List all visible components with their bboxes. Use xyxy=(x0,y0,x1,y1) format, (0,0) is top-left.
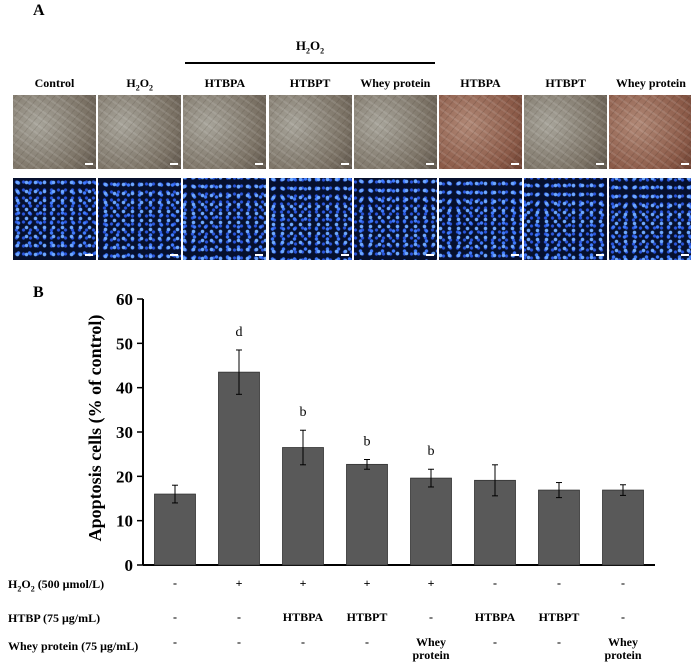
y-tick-label-1: 10 xyxy=(116,512,133,531)
treatment-row-label-1: HTBP (75 μg/mL) xyxy=(8,611,101,625)
treatment-cell-1-3: HTBPT xyxy=(346,610,388,624)
treatment-cell-2-1: - xyxy=(237,635,241,649)
dapi-image-2 xyxy=(183,178,267,260)
image-label-4: Whey protein xyxy=(360,76,431,90)
bar-4 xyxy=(410,477,452,566)
dapi-image-4 xyxy=(353,178,437,260)
dapi-image-0 xyxy=(13,178,96,260)
dapi-image-5 xyxy=(439,178,522,260)
y-tick-label-5: 50 xyxy=(116,334,133,353)
treatment-cell-1-5: HTBPA xyxy=(474,610,516,624)
brightfield-image-6 xyxy=(524,95,608,169)
brightfield-image-2 xyxy=(183,95,267,169)
treatment-cell-0-1: + xyxy=(235,576,243,590)
panel-a-letter: A xyxy=(33,2,45,19)
bar-3 xyxy=(346,463,388,566)
bar-0 xyxy=(154,493,196,566)
treatment-cell-2-3: - xyxy=(365,635,369,649)
image-label-7: Whey protein xyxy=(615,76,686,90)
y-axis-label: Apoptosis cells (% of control) xyxy=(85,315,106,542)
image-label-6: HTBPT xyxy=(545,76,587,90)
brightfield-image-0 xyxy=(13,95,96,169)
significance-letter-4: b xyxy=(428,444,435,459)
brightfield-image-1 xyxy=(98,95,182,169)
treatment-cell-2-5: - xyxy=(493,635,497,649)
brightfield-image-4 xyxy=(353,95,437,169)
significance-letter-3: b xyxy=(364,434,371,449)
treatment-cell-0-2: + xyxy=(299,576,307,590)
y-tick-label-0: 0 xyxy=(125,556,134,575)
treatment-cell-2-0: - xyxy=(173,635,177,649)
treatment-cell-0-3: + xyxy=(363,576,371,590)
treatment-row-label-2: Whey protein (75 μg/mL) xyxy=(8,639,139,653)
y-tick-label-3: 30 xyxy=(116,423,133,442)
brightfield-image-3 xyxy=(268,95,352,169)
treatment-cell-0-4: + xyxy=(427,576,435,590)
image-label-0: Control xyxy=(34,76,75,90)
treatment-cell-1-1: - xyxy=(237,610,241,624)
treatment-cell-0-5: - xyxy=(493,576,497,590)
brightfield-image-5 xyxy=(439,95,522,169)
treatment-cell-1-2: HTBPA xyxy=(282,610,324,624)
bar-7 xyxy=(602,489,644,566)
bar-2 xyxy=(282,447,324,566)
treatment-cell-0-0: - xyxy=(173,576,177,590)
h2o2-group-label: H2O2 xyxy=(295,38,325,56)
image-label-1: H2O2 xyxy=(126,76,154,93)
image-label-3: HTBPT xyxy=(289,76,331,90)
y-tick-label-4: 40 xyxy=(116,379,133,398)
dapi-image-7 xyxy=(609,178,691,260)
treatment-cell-1-7: - xyxy=(621,610,625,624)
y-tick-label-6: 60 xyxy=(116,290,133,309)
dapi-image-1 xyxy=(98,178,182,260)
significance-letter-2: b xyxy=(300,405,307,420)
treatment-cell-1-4: - xyxy=(429,610,433,624)
treatment-cell-2-6: - xyxy=(557,635,561,649)
dapi-image-6 xyxy=(524,178,608,260)
treatment-cell-2-2: - xyxy=(301,635,305,649)
h2o2-group-line xyxy=(185,62,435,64)
treatment-cell-1-0: - xyxy=(173,610,177,624)
treatment-cell-1-6: HTBPT xyxy=(538,610,580,624)
treatment-cell-2-4: Whey protein xyxy=(412,635,450,662)
dapi-image-3 xyxy=(268,178,352,260)
treatment-cell-0-6: - xyxy=(557,576,561,590)
image-label-5: HTBPA xyxy=(460,76,501,90)
y-tick-label-2: 20 xyxy=(116,467,133,486)
treatment-row-label-0: H2O2 (500 μmol/L) xyxy=(8,577,105,594)
brightfield-image-7 xyxy=(609,95,691,169)
treatment-cell-2-7: Whey protein xyxy=(604,635,642,662)
treatment-cell-0-7: - xyxy=(621,576,625,590)
panel-b-letter: B xyxy=(33,284,44,301)
bar-6 xyxy=(538,489,580,566)
significance-letter-1: d xyxy=(236,325,243,340)
image-label-2: HTBPA xyxy=(204,76,246,90)
bar-1 xyxy=(218,371,260,566)
